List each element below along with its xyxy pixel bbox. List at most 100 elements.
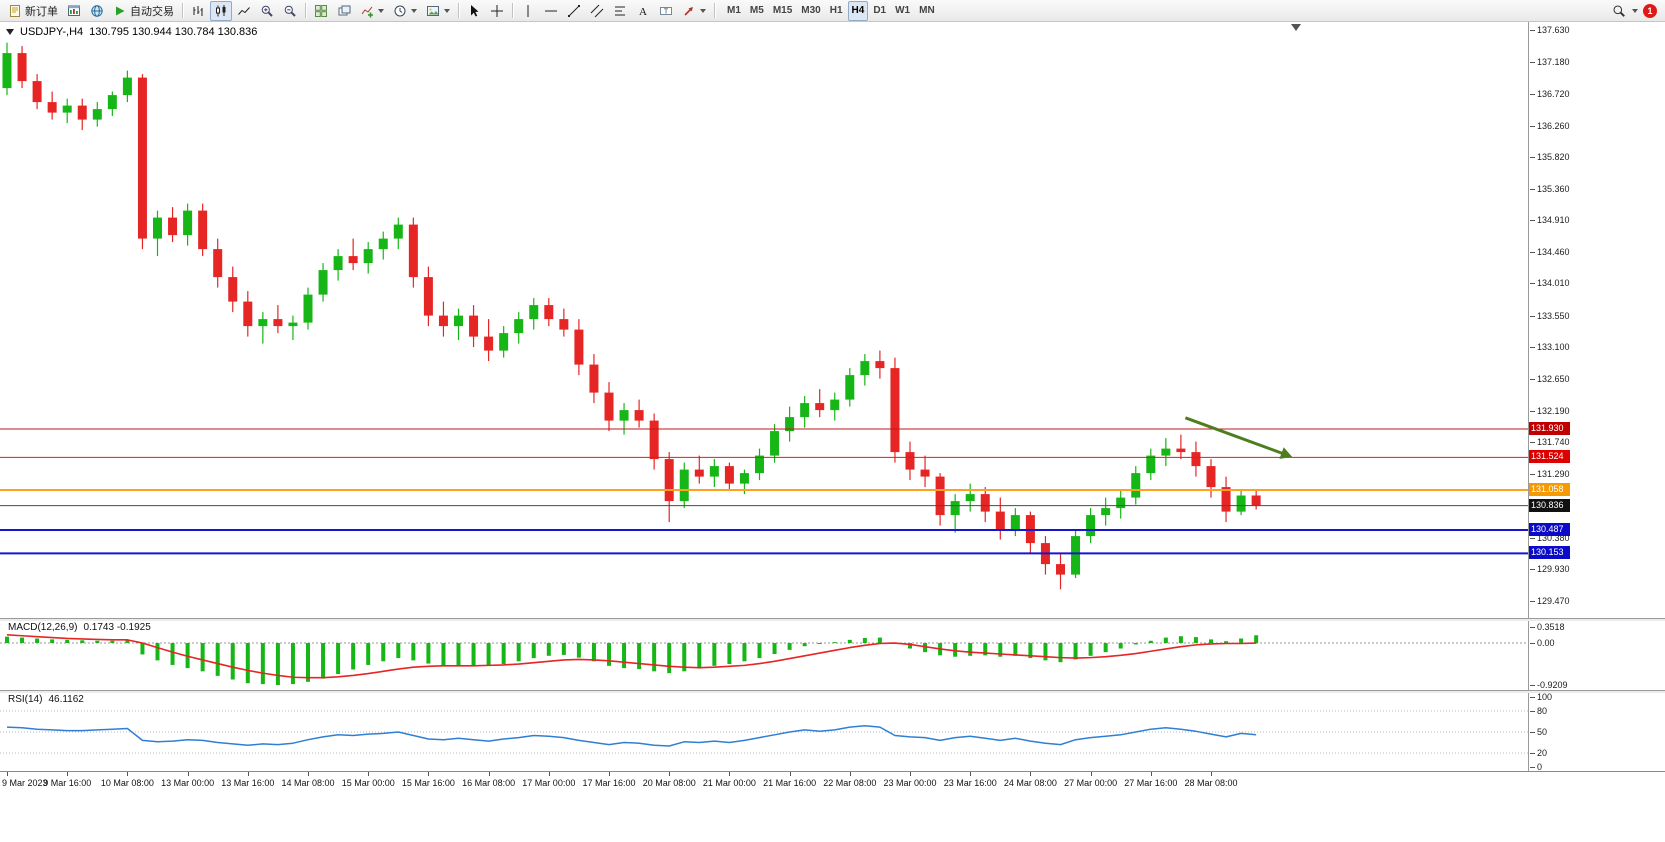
candle-body [995,511,1005,530]
cascade-windows-button[interactable] [333,1,355,21]
cascade-windows-icon [338,5,351,15]
macd-pane[interactable] [0,619,1528,690]
macd-indicator-label: MACD(12,26,9) 0.1743 -0.1925 [8,622,151,633]
timeframe-button-d1[interactable]: D1 [869,1,890,21]
timeframe-button-m1[interactable]: M1 [723,1,745,21]
toolbar-separator [182,3,183,18]
rsi-line [6,724,1257,747]
timeframe-button-m5[interactable]: M5 [746,1,768,21]
time-axis[interactable]: 9 Mar 2023 9 Mar 16:00 10 Mar 08:00 13 Mar … [0,771,1665,798]
time-tick [488,772,490,776]
macd-bar [366,643,371,665]
text-icon: A [639,6,647,18]
bars-chart-button[interactable] [187,1,209,21]
chart-window-button[interactable] [63,1,85,21]
macd-bar [1058,643,1063,663]
text-button[interactable]: A [632,1,654,21]
new-order-button[interactable]: 新订单 [4,1,62,21]
candles-chart-button[interactable] [210,0,232,21]
macd-bar [5,636,9,644]
rsi-pane[interactable] [0,691,1528,770]
vertical-line-button[interactable] [517,1,539,21]
rsi-value: 46.1162 [48,694,84,705]
macd-bar [35,638,40,644]
zoom-in-button[interactable] [256,1,278,21]
dropdown-caret-icon [700,8,706,13]
trend-arrow[interactable] [1184,416,1286,456]
candle-body [122,77,132,96]
zoom-out-button[interactable] [279,1,301,21]
candle-body [378,238,388,250]
time-axis-label: 9 Mar 16:00 [43,778,92,788]
macd-bar [441,643,446,666]
macd-bar [1088,643,1093,656]
chart-shift-marker[interactable] [1291,24,1301,31]
macd-bar [908,643,912,649]
price-axis-label: 131.290 [1530,468,1570,479]
macd-bar [561,643,566,655]
timeframe-button-h1[interactable]: H1 [826,1,847,21]
macd-bar [306,643,310,682]
macd-bar [411,643,416,661]
periods-button[interactable] [389,1,421,21]
rsi-scale-label: 0 [1529,762,1543,772]
macd-bar [396,643,401,659]
shapes-button[interactable] [678,1,710,21]
price-tag: 131.524 [1529,450,1570,464]
chart-menu-icon[interactable] [6,29,14,35]
text-label-button[interactable]: T [655,1,677,21]
indicators-button[interactable] [356,1,388,21]
timeframe-button-m30[interactable]: M30 [797,1,824,21]
new-order-icon [10,4,20,17]
candle-body [785,417,795,432]
timeframe-button-m15[interactable]: M15 [769,1,796,21]
time-axis-label: 9 Mar 2023 [2,778,48,788]
macd-bar [862,638,867,644]
auto-trading-button[interactable]: 自动交易 [109,1,178,21]
price-scale[interactable]: 137.630 137.180 136.720 136.260 135.820 135.3… [1528,22,1665,772]
candle-body [1146,455,1156,474]
time-axis-label: 22 Mar 08:00 [823,778,877,788]
channel-button[interactable] [586,1,608,21]
candle-body [1116,497,1126,509]
price-axis-label: 130.380 [1530,532,1570,543]
timeframe-button-h4[interactable]: H4 [847,0,869,21]
candle-body [1191,452,1201,467]
pane-separator[interactable] [0,618,1665,621]
candle-body [860,361,870,376]
candle-body [1251,495,1261,506]
fibonacci-button[interactable] [609,1,631,21]
templates-button[interactable] [422,1,454,21]
line-chart-button[interactable] [233,1,255,21]
vertical-line-icon [527,4,529,17]
notification-badge[interactable]: 1 [1643,3,1657,18]
search-button[interactable] [1608,1,1630,21]
cursor-icon [471,4,479,16]
timeframe-button-w1[interactable]: W1 [891,1,914,21]
pane-separator[interactable] [0,690,1665,693]
macd-bar [923,643,928,653]
macd-bar [1043,643,1048,661]
tile-windows-button[interactable] [310,1,332,21]
macd-bar [712,643,717,666]
toolbar-separator [305,3,306,18]
main-chart-pane[interactable] [0,22,1528,618]
candle-body [17,53,27,82]
price-tag: 130.836 [1529,498,1570,512]
candle-body [228,277,238,302]
macd-bar [1028,643,1033,659]
candle-body [1056,564,1065,575]
candle-body [589,364,599,393]
timeframe-button-mn[interactable]: MN [915,1,939,21]
trendline-button[interactable] [563,1,585,21]
crosshair-button[interactable] [486,1,508,21]
candle-body [198,210,208,250]
community-button[interactable] [86,1,108,21]
candle-body [1161,448,1171,456]
cursor-button[interactable] [463,1,485,21]
dropdown-caret-icon [411,8,417,13]
macd-bar [742,643,747,662]
horizontal-line-button[interactable] [540,1,562,21]
crosshair-icon [491,4,503,17]
macd-bar [516,643,521,662]
